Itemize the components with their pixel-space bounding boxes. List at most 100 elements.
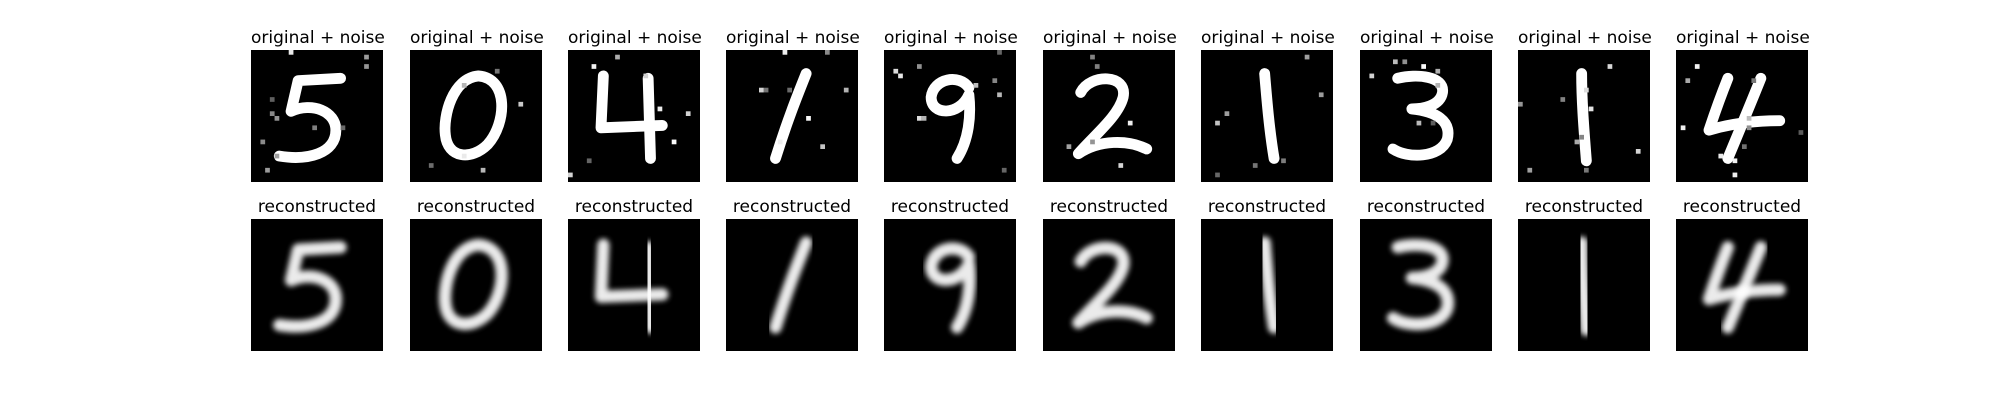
digit-image	[251, 219, 383, 351]
digit-stroke	[594, 238, 669, 303]
image-title: reconstructed	[416, 197, 536, 217]
noise-pixel	[591, 64, 597, 69]
reconstructed-image-cell: reconstructed	[1676, 197, 1808, 351]
digit-stroke	[273, 72, 346, 163]
noise-pixel	[1090, 139, 1095, 145]
digit-image	[884, 50, 1016, 182]
digit-image	[410, 50, 542, 182]
reconstructed-image-cell: reconstructed	[884, 197, 1016, 351]
noise-pixel	[787, 87, 792, 93]
noisy-image-cell: original + noise	[410, 28, 544, 182]
noise-pixel	[1742, 144, 1747, 149]
image-title: reconstructed	[574, 197, 694, 217]
digit-stroke	[642, 72, 656, 164]
noise-pixel	[1430, 120, 1436, 126]
digit-stroke	[1575, 236, 1593, 336]
image-title: original + noise	[884, 28, 1018, 48]
noisy-image-cell: original + noise	[884, 28, 1018, 182]
noise-pixel	[1746, 116, 1752, 121]
digit-image	[410, 219, 542, 351]
digit-image	[1676, 50, 1808, 182]
noise-pixel	[806, 116, 811, 121]
reconstructed-image-cell: reconstructed	[410, 197, 542, 351]
noise-pixel	[917, 64, 922, 69]
digit-image	[726, 50, 858, 182]
noise-pixel	[657, 106, 663, 112]
image-title: original + noise	[1201, 28, 1335, 48]
digit-stroke	[1703, 72, 1786, 136]
noise-pixel	[1579, 134, 1584, 140]
image-title: reconstructed	[1524, 197, 1644, 217]
noise-pixel	[1746, 125, 1752, 131]
digit-stroke	[1072, 73, 1153, 160]
reconstructed-image-cell: reconstructed	[251, 197, 383, 351]
digit-image	[251, 50, 383, 182]
noise-pixel	[997, 50, 1002, 55]
digit-image	[568, 50, 700, 182]
noisy-image-cell: original + noise	[1676, 28, 1810, 182]
image-title: reconstructed	[890, 197, 1010, 217]
noise-pixel	[992, 78, 998, 83]
noise-pixel	[494, 68, 500, 74]
image-title: original + noise	[1360, 28, 1494, 48]
noise-pixel	[898, 73, 903, 79]
digit-image	[568, 219, 700, 351]
digit-image	[726, 219, 858, 351]
noise-pixel	[782, 50, 788, 55]
reconstructed-image-cell: reconstructed	[726, 197, 858, 351]
noise-pixel	[1584, 167, 1589, 173]
digit-stroke	[1386, 239, 1455, 331]
noise-pixel	[1751, 78, 1757, 83]
noise-pixel	[1574, 139, 1580, 145]
digit-stroke	[1702, 241, 1786, 306]
image-title: reconstructed	[1207, 197, 1327, 217]
noisy-image-cell: original + noise	[568, 28, 702, 182]
image-title: reconstructed	[1366, 197, 1486, 217]
noisy-image-cell: original + noise	[251, 28, 385, 182]
digit-stroke	[1387, 70, 1454, 161]
noise-pixel	[1224, 111, 1230, 116]
reconstructed-image-cell: reconstructed	[568, 197, 700, 351]
digit-image	[1201, 50, 1333, 182]
noise-pixel	[265, 167, 270, 173]
digit-stroke	[438, 238, 508, 331]
noise-pixel	[1402, 59, 1408, 65]
noise-pixel	[1560, 97, 1566, 102]
digit-image	[1360, 50, 1492, 182]
reconstructed-image-cell: reconstructed	[1201, 197, 1333, 351]
noise-pixel	[269, 111, 275, 116]
digit-stroke	[642, 241, 657, 334]
noise-pixel	[1798, 130, 1804, 135]
noise-pixel	[1252, 163, 1258, 168]
image-title: reconstructed	[1682, 197, 1802, 217]
reconstructed-image-cell: reconstructed	[1518, 197, 1650, 351]
noise-pixel	[1694, 64, 1700, 69]
digit-image	[1518, 50, 1650, 182]
image-title: reconstructed	[1049, 197, 1169, 217]
noise-pixel	[480, 167, 486, 173]
noise-pixel	[461, 83, 467, 88]
image-title: original + noise	[251, 28, 385, 48]
noise-pixel	[820, 144, 825, 149]
noise-pixel	[1215, 120, 1220, 126]
noise-pixel	[997, 92, 1002, 98]
noise-pixel	[1588, 106, 1594, 112]
noise-pixel	[1118, 163, 1124, 168]
digit-stroke	[770, 68, 812, 164]
noise-pixel	[1318, 92, 1324, 98]
noise-pixel	[1718, 153, 1724, 159]
noise-pixel	[1281, 158, 1286, 164]
noise-pixel	[1680, 125, 1686, 131]
digit-image	[884, 219, 1016, 351]
noise-pixel	[274, 153, 280, 159]
noise-pixel	[917, 116, 922, 121]
noise-pixel	[643, 73, 649, 79]
noise-pixel	[1732, 172, 1738, 178]
noise-pixel	[364, 54, 369, 60]
noise-pixel	[1518, 101, 1523, 107]
noise-pixel	[893, 68, 899, 74]
noise-pixel	[1685, 78, 1691, 83]
noise-pixel	[312, 125, 317, 131]
digit-stroke	[1722, 72, 1767, 164]
